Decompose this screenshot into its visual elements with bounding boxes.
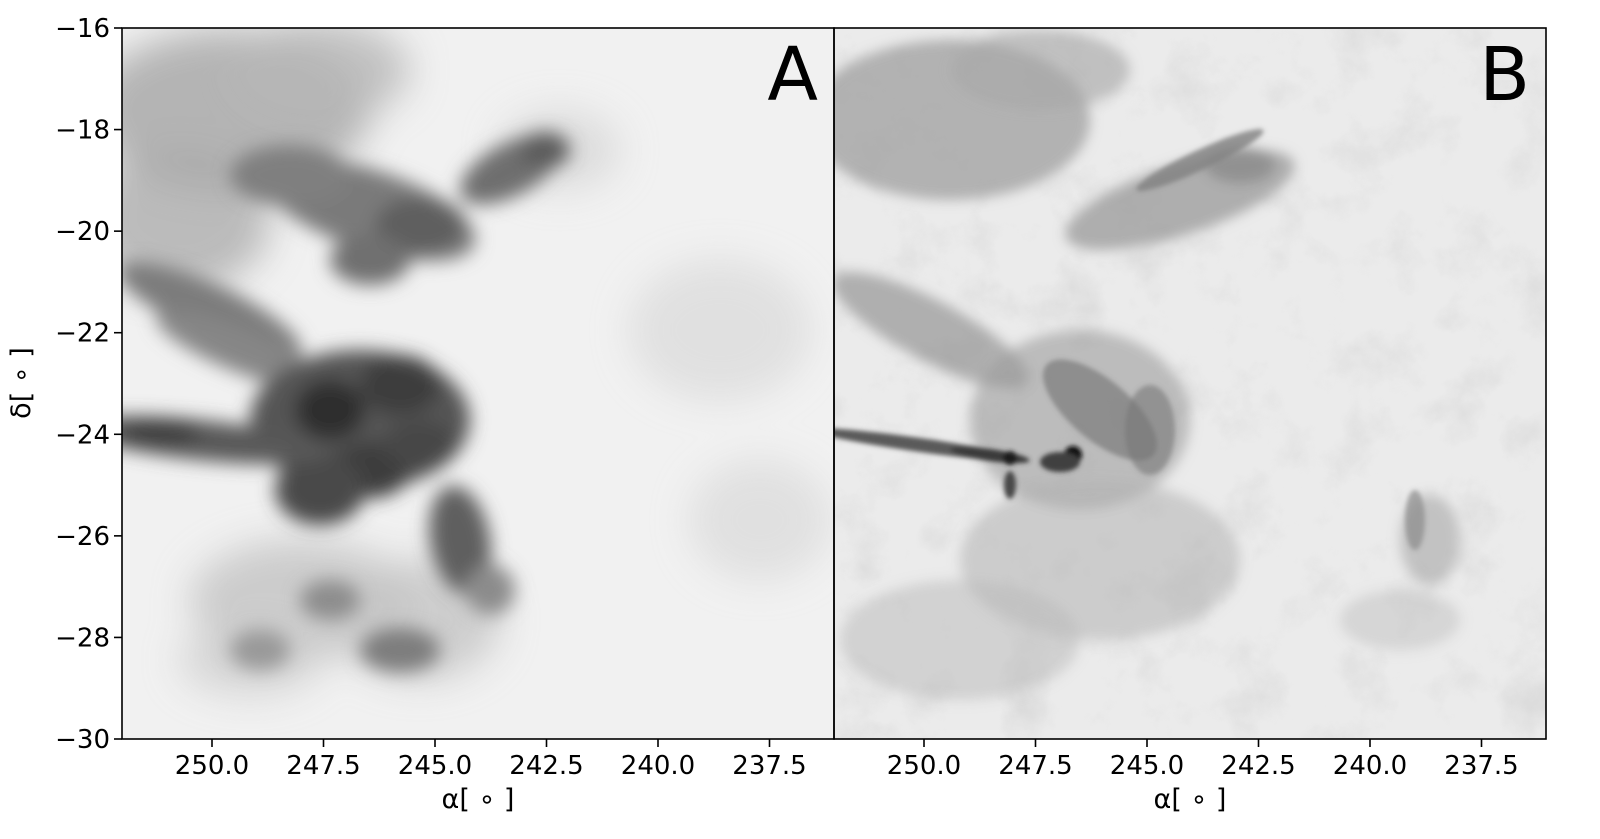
y-axis: −16 −18 −20 −22 −24 −26 −28 −30 [55, 14, 122, 755]
y-tick-label: −20 [55, 217, 110, 247]
y-tick-label: −26 [55, 522, 110, 552]
x-axis-title-panel-a: α[ ∘ ] [442, 784, 515, 815]
x-tick-label: 245.0 [1110, 751, 1184, 781]
y-tick-label: −18 [55, 116, 110, 146]
x-tick-label: 240.0 [1333, 751, 1407, 781]
x-axis-panel-a: 250.0 247.5 245.0 242.5 240.0 237.5 [175, 739, 807, 781]
y-tick-label: −16 [55, 14, 110, 44]
x-tick-label: 240.0 [621, 751, 695, 781]
x-tick-label: 250.0 [175, 751, 249, 781]
y-tick-label: −28 [55, 623, 110, 653]
y-tick-label: −30 [55, 725, 110, 755]
x-tick-label: 247.5 [998, 751, 1072, 781]
x-tick-label: 237.5 [1444, 751, 1518, 781]
x-tick-label: 242.5 [509, 751, 583, 781]
x-tick-label: 245.0 [398, 751, 472, 781]
x-tick-label: 237.5 [732, 751, 806, 781]
panel-a-map [122, 28, 834, 739]
y-tick-label: −22 [55, 319, 110, 349]
panel-b-map [834, 28, 1546, 739]
x-tick-label: 250.0 [887, 751, 961, 781]
y-axis-title: δ[ ∘ ] [6, 347, 37, 419]
x-axis-title-panel-b: α[ ∘ ] [1154, 784, 1227, 815]
panel-b-frame [833, 27, 1547, 740]
panel-a-letter: A [767, 32, 818, 118]
x-tick-label: 242.5 [1221, 751, 1295, 781]
panel-b-letter: B [1479, 32, 1530, 118]
x-axis-panel-b: 250.0 247.5 245.0 242.5 240.0 237.5 [887, 739, 1519, 781]
x-tick-label: 247.5 [286, 751, 360, 781]
y-tick-label: −24 [55, 420, 110, 450]
